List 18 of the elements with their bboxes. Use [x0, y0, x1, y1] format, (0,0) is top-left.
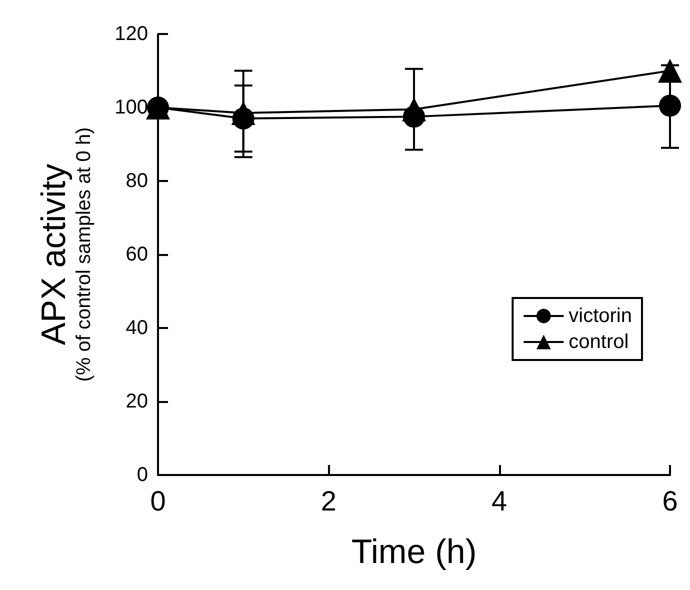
- x-tick-label: 6: [662, 486, 678, 516]
- text: (% of control samples at 0 h): [73, 127, 95, 382]
- x-tick-label: 4: [492, 486, 508, 516]
- point: [659, 94, 681, 117]
- y-tick-label: 60: [126, 244, 148, 266]
- point: [658, 58, 682, 83]
- legend-label: victorin: [568, 305, 632, 327]
- y-tick-label: 40: [126, 317, 148, 339]
- y-tick-label: 80: [126, 170, 148, 192]
- y-tick-label: 20: [126, 390, 148, 412]
- point: [231, 101, 256, 126]
- x-tick-label: 2: [320, 486, 336, 516]
- x-axis-title: Time (h): [351, 533, 477, 571]
- y-tick-label: 0: [136, 464, 148, 486]
- y-tick-label: 120: [114, 23, 148, 45]
- y-tick-label: 100: [114, 96, 148, 118]
- y-axis-title: APX activity: [35, 164, 73, 346]
- legend-label: control: [568, 331, 629, 353]
